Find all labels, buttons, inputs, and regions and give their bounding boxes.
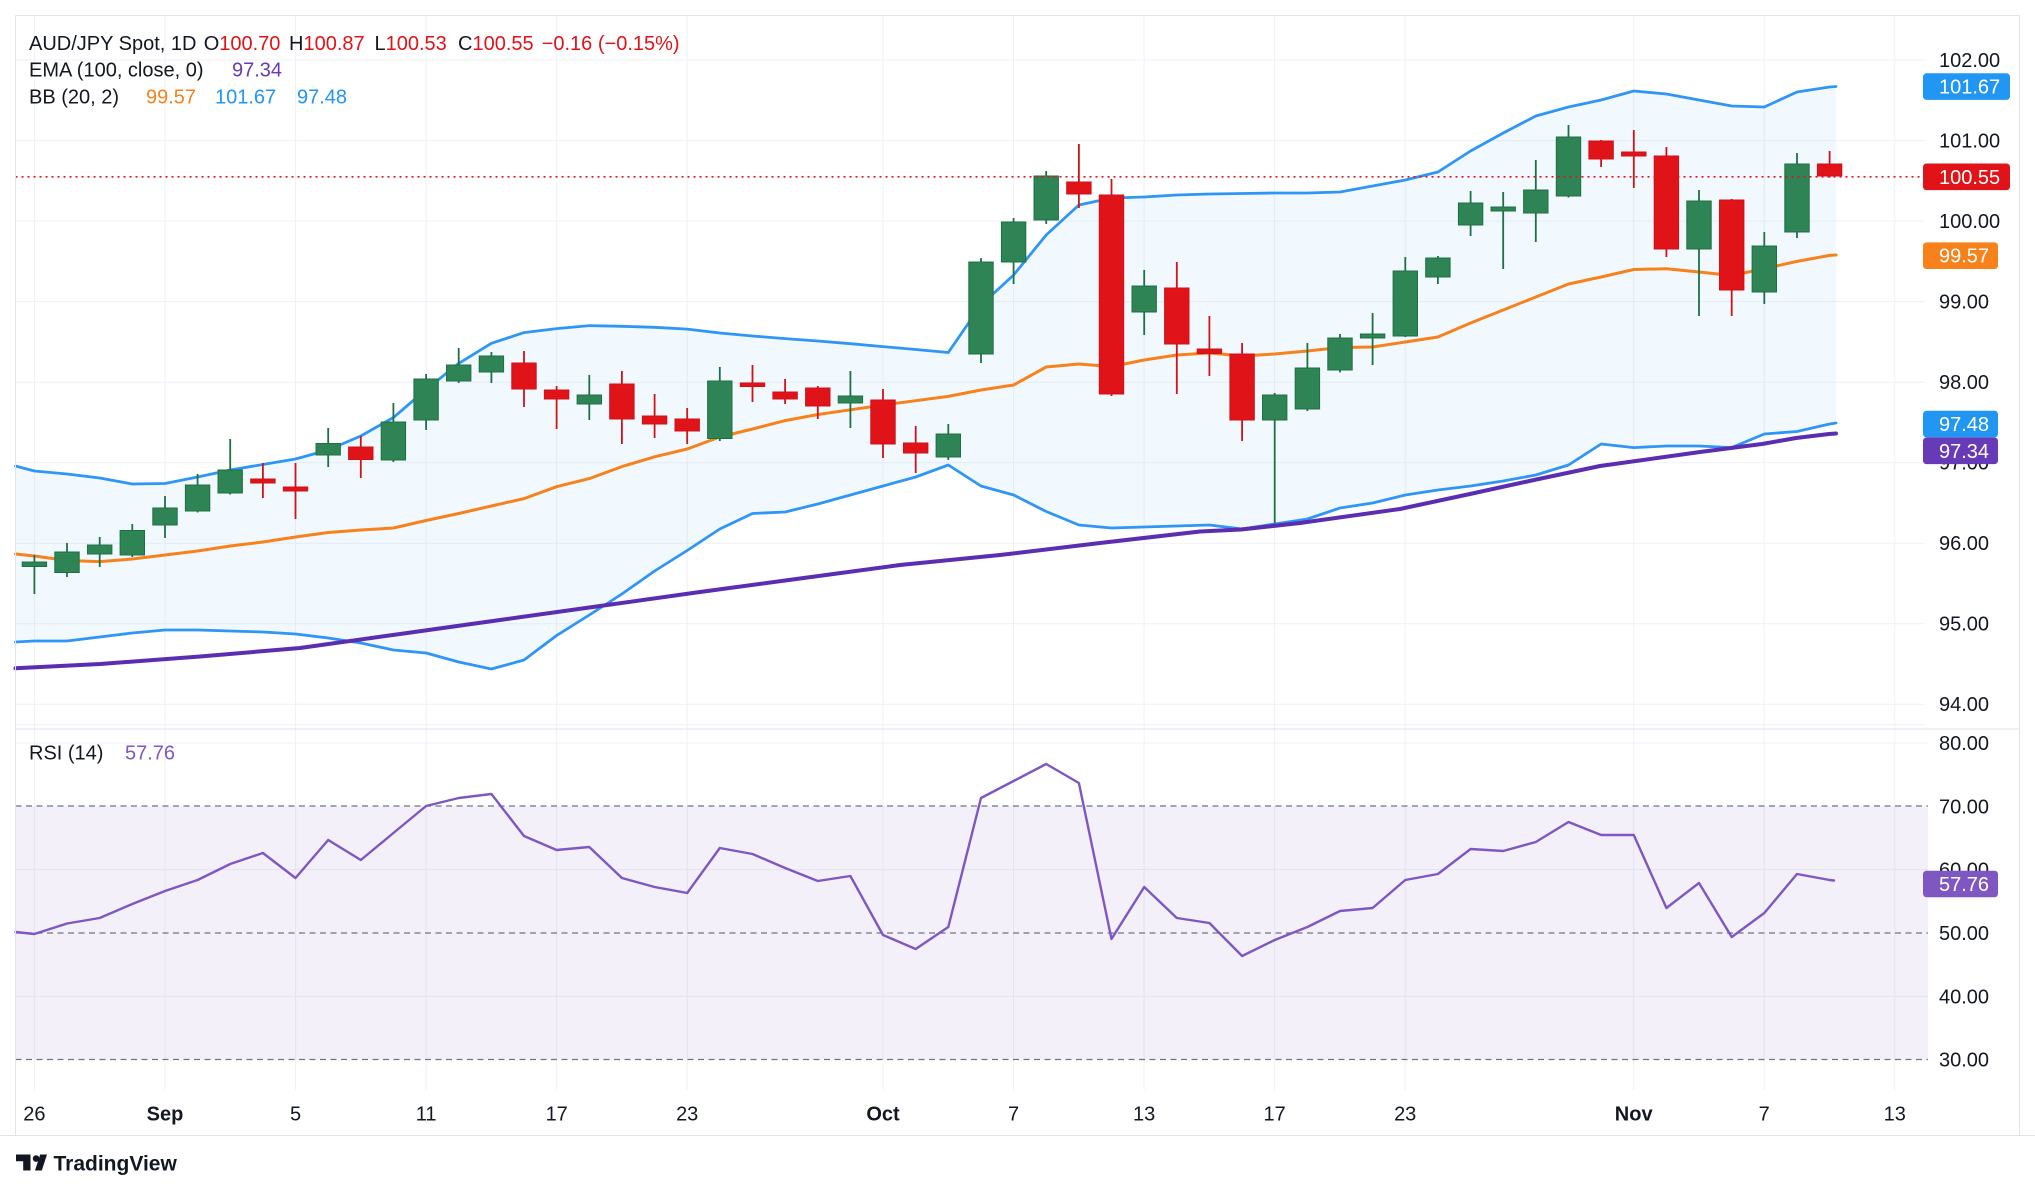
svg-text:97.34: 97.34 — [1939, 441, 1989, 463]
svg-text:96.00: 96.00 — [1939, 533, 1989, 555]
svg-text:97.48: 97.48 — [297, 87, 347, 109]
svg-text:97.48: 97.48 — [1939, 414, 1989, 436]
svg-text:97.34: 97.34 — [232, 60, 282, 82]
svg-text:H100.87: H100.87 — [289, 33, 365, 55]
svg-text:50.00: 50.00 — [1939, 923, 1989, 945]
svg-text:23: 23 — [676, 1104, 698, 1126]
svg-text:40.00: 40.00 — [1939, 986, 1989, 1008]
svg-text:30.00: 30.00 — [1939, 1050, 1989, 1072]
svg-text:TradingView: TradingView — [54, 1153, 178, 1176]
svg-text:O100.70: O100.70 — [204, 33, 281, 55]
svg-text:99.00: 99.00 — [1939, 292, 1989, 314]
svg-text:100.00: 100.00 — [1939, 211, 2000, 233]
svg-text:C100.55: C100.55 — [458, 33, 534, 55]
svg-text:99.57: 99.57 — [1939, 246, 1989, 268]
svg-text:101.00: 101.00 — [1939, 131, 2000, 153]
svg-text:100.55: 100.55 — [1939, 167, 2000, 189]
svg-text:RSI (14): RSI (14) — [29, 743, 103, 765]
svg-text:57.76: 57.76 — [125, 743, 175, 765]
svg-text:5: 5 — [290, 1104, 301, 1126]
svg-text:13: 13 — [1133, 1104, 1155, 1126]
svg-text:102.00: 102.00 — [1939, 50, 2000, 72]
svg-text:7: 7 — [1008, 1104, 1019, 1126]
svg-text:17: 17 — [546, 1104, 568, 1126]
svg-text:11: 11 — [416, 1104, 437, 1126]
svg-text:EMA (100, close, 0): EMA (100, close, 0) — [29, 60, 204, 82]
svg-text:23: 23 — [1394, 1104, 1416, 1126]
svg-text:7: 7 — [1759, 1104, 1770, 1126]
svg-text:70.00: 70.00 — [1939, 796, 1989, 818]
svg-text:AUD/JPY Spot, 1D: AUD/JPY Spot, 1D — [29, 33, 196, 55]
svg-text:57.76: 57.76 — [1939, 874, 1989, 896]
svg-text:Nov: Nov — [1615, 1104, 1654, 1126]
svg-text:17: 17 — [1263, 1104, 1285, 1126]
svg-text:−0.16 (−0.15%): −0.16 (−0.15%) — [542, 33, 680, 55]
svg-text:80.00: 80.00 — [1939, 733, 1989, 755]
svg-text:13: 13 — [1884, 1104, 1906, 1126]
svg-text:95.00: 95.00 — [1939, 614, 1989, 636]
svg-text:BB (20, 2): BB (20, 2) — [29, 87, 119, 109]
svg-text:Oct: Oct — [866, 1104, 900, 1126]
svg-text:101.67: 101.67 — [1939, 77, 2000, 99]
svg-text:98.00: 98.00 — [1939, 372, 1989, 394]
svg-text:L100.53: L100.53 — [375, 33, 447, 55]
svg-text:94.00: 94.00 — [1939, 694, 1989, 716]
svg-text:26: 26 — [23, 1104, 45, 1126]
svg-text:Sep: Sep — [147, 1104, 184, 1126]
svg-text:99.57: 99.57 — [146, 87, 196, 109]
svg-text:101.67: 101.67 — [215, 87, 276, 109]
